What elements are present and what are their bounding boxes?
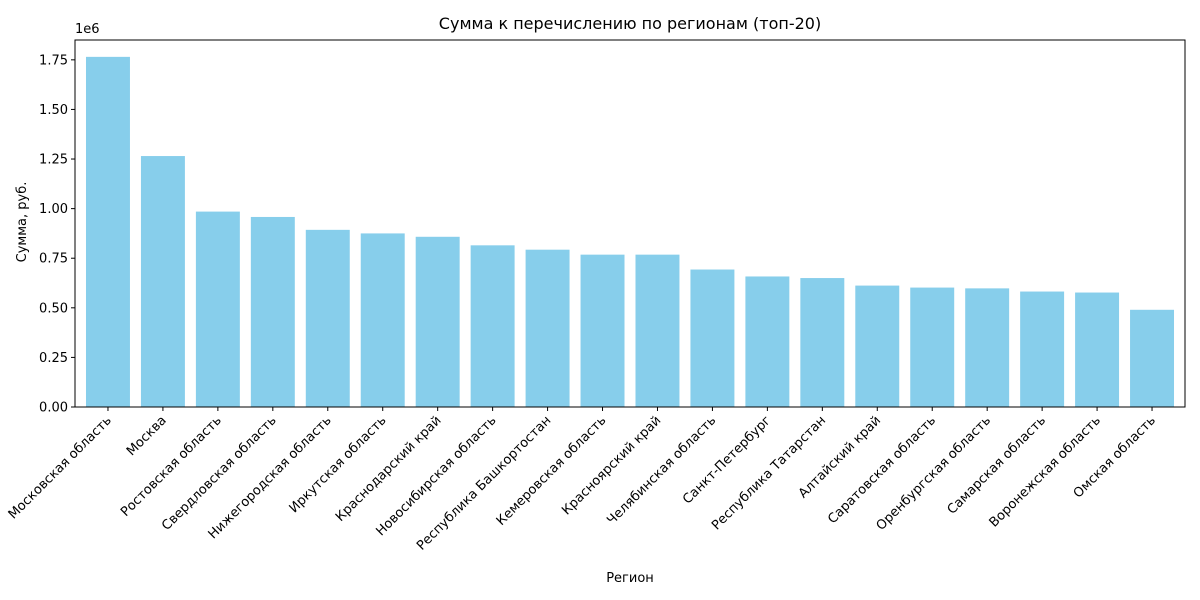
x-axis-title: Регион [606,571,654,586]
x-tick-label: Саратовская область [825,413,939,527]
x-tick-label: Челябинская область [604,413,719,528]
y-offset-label: 1e6 [75,22,100,37]
y-tick-label: 0.75 [39,252,68,267]
chart-title: Сумма к перечислению по регионам (топ-20… [439,14,821,33]
bar [1075,292,1120,407]
bar [855,285,900,407]
bar [360,233,405,407]
bar [85,56,130,408]
bar [965,288,1010,407]
bar [910,287,955,407]
bar [635,254,680,407]
y-tick-label: 1.50 [39,103,68,118]
y-tick-label: 1.00 [39,202,68,217]
bar [690,269,735,407]
y-tick-label: 0.25 [39,351,68,366]
bar [140,156,185,407]
x-tick-label: Республика Татарстан [709,413,829,533]
bar [525,249,570,407]
y-tick-label: 0.50 [39,301,68,316]
bar [1130,309,1175,407]
y-tick-label: 1.75 [39,53,68,68]
y-tick-label: 0.00 [39,401,68,416]
x-tick-label: Иркутская область [287,413,390,516]
y-axis: 0.00 0.25 0.50 0.75 1.00 1.25 1.50 1.75 [39,53,75,416]
bar [470,245,515,407]
x-tick-label: Ростовская область [118,413,225,520]
x-tick-label: Кемеровская область [494,413,610,529]
bar [1020,291,1065,407]
x-tick-label: Оренбургская область [874,413,994,533]
bar [580,254,625,407]
x-tick-label: Красноярский край [559,413,664,518]
bar [415,236,460,407]
x-tick-label: Самарская область [945,413,1049,517]
bar [195,211,240,407]
x-tick-label: Москва [124,413,170,459]
bar [800,278,845,407]
y-tick-label: 1.25 [39,153,68,168]
x-tick-label: Московская область [6,413,115,522]
bar [305,229,350,407]
y-axis-title: Сумма, руб. [15,182,30,263]
x-tick-label: Воронежская область [987,413,1104,530]
x-tick-label: Свердловская область [159,413,280,534]
bar [250,216,295,407]
plot-frame [74,39,1186,408]
bar [745,276,790,407]
x-tick-label: Краснодарский край [333,413,445,525]
bars-group [85,56,1175,408]
